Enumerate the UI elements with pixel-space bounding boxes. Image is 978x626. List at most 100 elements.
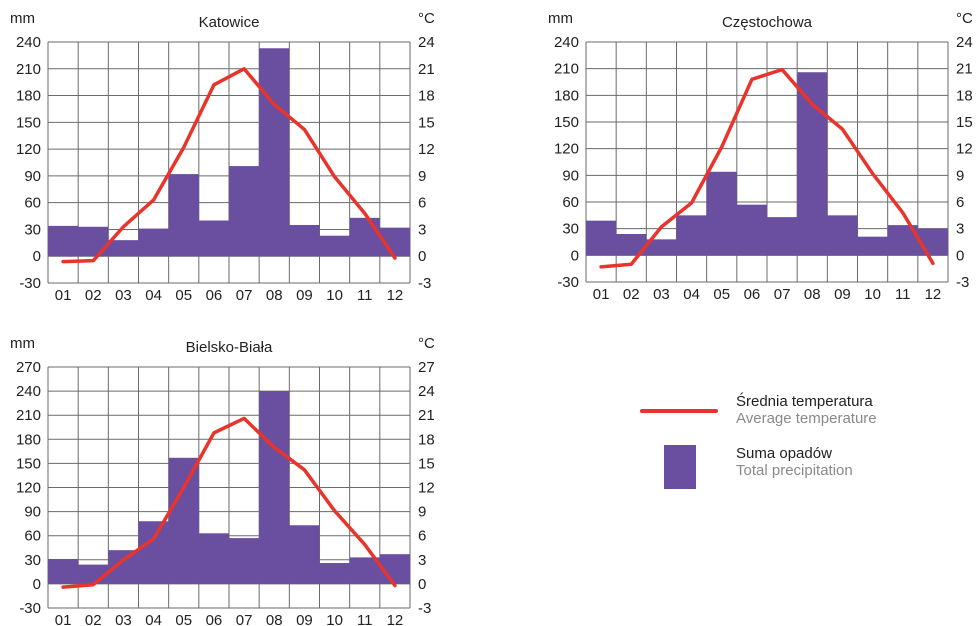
right-tick-label: 12 [418,480,435,497]
legend-temperature-en: Average temperature [736,410,877,427]
month-label: 10 [326,612,343,626]
legend-temperature-pl: Średnia temperatura [736,393,873,410]
month-label: 07 [236,612,253,626]
month-label: 08 [266,612,283,626]
right-tick-label: 0 [418,248,426,265]
precipitation-bar-05 [168,457,199,584]
precipitation-bar-08 [259,391,290,584]
temperature-line [61,67,397,264]
right-tick-label: 27 [418,359,435,376]
left-tick-label: 120 [16,480,41,497]
left-tick-label: 0 [33,576,41,593]
right-tick-label: 24 [956,34,973,51]
left-tick-label: 270 [16,359,41,376]
left-tick-label: 90 [24,168,41,185]
precipitation-bar-09 [289,224,320,257]
month-label: 10 [864,286,881,303]
precipitation-bar-07 [229,538,260,584]
precipitation-bar-04 [676,215,707,256]
left-tick-label: 150 [16,114,41,131]
precipitation-bar-03 [108,240,139,257]
precipitation-bar-05 [168,174,199,257]
left-unit-label: mm [548,10,573,27]
month-label: 02 [85,612,102,626]
left-tick-label: 210 [554,61,579,78]
chart-title: Katowice [199,14,260,31]
precipitation-bar-01 [586,220,617,256]
precipitation-bar-06 [198,533,229,584]
chart-title: Bielsko-Biała [186,339,273,356]
month-label: 09 [834,286,851,303]
month-label: 10 [326,287,343,304]
left-tick-label: 180 [16,431,41,448]
month-label: 03 [115,612,132,626]
right-tick-label: 3 [418,552,426,569]
precipitation-bar-05 [706,171,737,256]
right-tick-label: -3 [418,275,431,292]
temperature-line-swatch [640,409,718,413]
month-label: 11 [357,287,373,304]
month-label: 04 [145,287,162,304]
right-tick-label: -3 [956,274,969,291]
right-tick-label: 9 [418,168,426,185]
right-tick-label: -3 [418,600,431,617]
month-label: 07 [774,286,791,303]
legend-precipitation-en: Total precipitation [736,462,853,479]
right-tick-label: 12 [418,141,435,158]
right-tick-label: 12 [956,141,973,158]
month-label: 08 [266,287,283,304]
month-label: 06 [744,286,761,303]
left-tick-label: 150 [554,114,579,131]
precipitation-bar-08 [259,48,290,257]
month-label: 02 [85,287,102,304]
left-tick-label: 60 [24,195,41,212]
right-unit-label: °C [418,335,435,352]
left-tick-label: 240 [16,383,41,400]
chart-1: -300306090120150180210240-30369121518212… [548,10,973,303]
month-label: 06 [206,287,223,304]
month-label: 09 [296,287,313,304]
left-tick-label: 90 [562,167,579,184]
left-tick-label: 0 [33,248,41,265]
right-tick-label: 0 [418,576,426,593]
precipitation-bar-06 [736,204,767,256]
month-label: 05 [175,612,192,626]
month-label: 05 [175,287,192,304]
right-unit-label: °C [418,10,435,27]
precipitation-bar-11 [349,557,380,584]
month-label: 12 [925,286,942,303]
month-label: 04 [145,612,162,626]
right-tick-label: 9 [418,504,426,521]
precipitation-bar-09 [827,215,858,256]
left-tick-label: -30 [557,274,579,291]
precipitation-bar-09 [289,525,320,584]
precipitation-bar-04 [138,521,169,584]
right-tick-label: 18 [956,87,973,104]
left-tick-label: 60 [562,194,579,211]
precipitation-bar-swatch [664,445,696,489]
month-label: 12 [387,287,404,304]
month-label: 01 [55,287,72,304]
month-label: 03 [115,287,132,304]
right-tick-label: 21 [418,407,435,424]
precipitation-bar-11 [349,217,380,257]
precipitation-bar-01 [48,558,79,584]
precipitation-bar-07 [229,166,260,257]
left-tick-label: 180 [16,88,41,105]
left-tick-label: -30 [19,275,41,292]
left-tick-label: 90 [24,504,41,521]
precipitation-bar-06 [198,220,229,257]
right-tick-label: 21 [956,61,973,78]
left-tick-label: 30 [24,552,41,569]
precipitation-bar-04 [138,228,169,257]
left-unit-label: mm [10,335,35,352]
left-tick-label: 240 [554,34,579,51]
month-label: 03 [653,286,670,303]
right-tick-label: 24 [418,34,435,51]
left-tick-label: 180 [554,87,579,104]
right-tick-label: 6 [418,528,426,545]
precipitation-bar-02 [78,226,109,257]
right-tick-label: 15 [418,455,435,472]
precipitation-bar-07 [767,217,798,256]
left-tick-label: 150 [16,455,41,472]
